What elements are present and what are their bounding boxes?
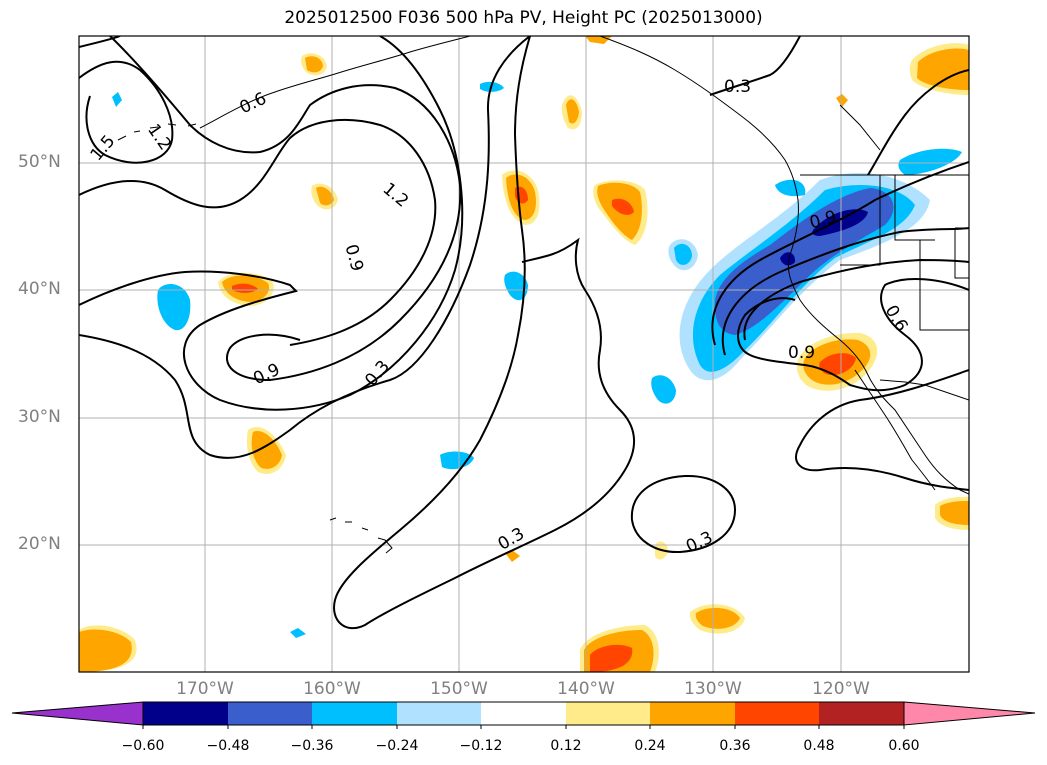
contour-line (737, 277, 969, 392)
negative-pv-region (290, 628, 306, 638)
map-title: 2025012500 F036 500 hPa PV, Height PC (2… (284, 8, 763, 28)
contour-label: 0.3 (724, 77, 751, 97)
negative-pv-region (651, 375, 676, 404)
contour-label: 0.9 (788, 343, 815, 363)
colorbar-swatch (312, 702, 397, 725)
positive-pv-region (251, 430, 282, 469)
colorbar-tick-label: 0.36 (719, 738, 751, 754)
negative-pv-region (157, 284, 191, 331)
lat-label-40n: 40°N (18, 279, 61, 299)
colorbar-swatch (566, 702, 650, 725)
pv-anomaly-fills (79, 36, 969, 672)
lon-label-170w: 170°W (176, 679, 234, 699)
aleutian-islands (117, 123, 197, 141)
lon-label-130w: 130°W (684, 679, 742, 699)
positive-pv-region (232, 283, 258, 293)
colorbar-extend-min (11, 701, 144, 726)
hawaii-islands (329, 517, 393, 554)
negative-pv-region (812, 209, 868, 236)
colorbar-tick-label: 0.48 (803, 738, 835, 754)
colorbar-tick-label: −0.24 (375, 738, 419, 754)
contour-line (333, 36, 636, 630)
lon-label-150w: 150°W (430, 679, 488, 699)
positive-pv-region (566, 99, 579, 124)
colorbar-swatch (481, 702, 566, 725)
contour-line (79, 60, 174, 164)
height-contours (79, 36, 969, 630)
graticule (79, 36, 969, 672)
colorbar-tick-label: 0.24 (634, 738, 666, 754)
lon-label-120w: 120°W (812, 679, 870, 699)
alaska-coast (199, 36, 471, 129)
colorbar-swatch (397, 702, 481, 725)
contour-line (711, 161, 969, 346)
negative-pv-region (898, 148, 962, 175)
colorbar-tick-label: −0.48 (206, 738, 250, 754)
colorbar-tick-label: −0.36 (290, 738, 334, 754)
plot-frame (78, 35, 970, 673)
contour-line (109, 36, 462, 382)
lat-label-20n: 20°N (18, 534, 61, 554)
positive-pv-region (305, 56, 323, 73)
contour-line (630, 474, 737, 554)
contour-line (79, 118, 437, 346)
contour-line (721, 227, 969, 356)
positive-pv-region (612, 198, 634, 215)
positive-pv-region (819, 353, 856, 376)
state-borders (839, 104, 969, 331)
colorbar-swatch (819, 702, 904, 725)
positive-pv-region (316, 186, 334, 206)
baja-california (854, 369, 936, 491)
contour-line (79, 36, 531, 459)
negative-pv-region (504, 271, 528, 301)
colorbar-tick-label: −0.12 (459, 738, 503, 754)
contour-line (867, 69, 969, 176)
positive-pv-region (79, 629, 132, 672)
colorbar-extend-max (903, 701, 1036, 726)
colorbar (11, 701, 1036, 729)
negative-pv-region (775, 179, 806, 197)
positive-pv-region (590, 644, 633, 672)
colorbar-tick-label: 0.12 (550, 738, 582, 754)
positive-pv-region (836, 94, 848, 107)
lat-label-50n: 50°N (18, 152, 61, 172)
positive-pv-region (695, 607, 740, 629)
colorbar-swatch (650, 702, 735, 725)
colorbar-tick-label: −0.60 (121, 738, 165, 754)
contour-line (709, 36, 801, 96)
contour-line (79, 36, 464, 411)
positive-pv-region (940, 500, 969, 525)
negative-pv-region (112, 92, 122, 107)
negative-pv-region (440, 451, 474, 470)
mexico-border (879, 379, 969, 401)
lat-label-30n: 30°N (18, 407, 61, 427)
lon-label-140w: 140°W (557, 679, 615, 699)
positive-pv-region (917, 48, 969, 90)
lon-label-160w: 160°W (303, 679, 361, 699)
negative-pv-region (780, 252, 796, 266)
colorbar-swatch (228, 702, 312, 725)
negative-pv-region (674, 243, 692, 265)
colorbar-swatch (143, 702, 228, 725)
colorbar-swatch (735, 702, 819, 725)
colorbar-tick-label: 0.60 (888, 738, 920, 754)
contour-line (795, 369, 969, 491)
contour-line (743, 258, 969, 341)
